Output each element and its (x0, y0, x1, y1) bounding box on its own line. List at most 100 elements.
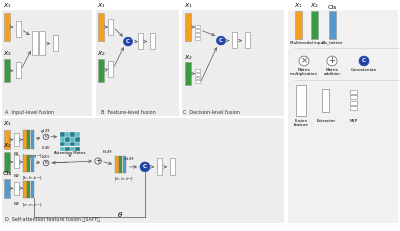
Bar (350, 101, 357, 105)
Text: $X_1$: $X_1$ (96, 1, 106, 9)
Bar (23, 182, 26, 198)
Text: $X_2$: $X_2$ (2, 49, 12, 58)
Text: $\theta$: $\theta$ (117, 210, 123, 219)
Circle shape (124, 37, 132, 46)
Bar (122, 156, 126, 173)
Text: Fusion: Fusion (294, 119, 308, 123)
Bar (98, 59, 104, 82)
Text: $[v^1\!,v^2\!,v^{cls}]$: $[v^1\!,v^2\!,v^{cls}]$ (22, 201, 42, 209)
Circle shape (140, 162, 150, 172)
Text: $X_1$: $X_1$ (2, 119, 12, 128)
Text: Matrix: Matrix (298, 68, 310, 72)
Text: D  Self-attention feature fusion （SAFF）: D Self-attention feature fusion （SAFF） (5, 217, 100, 222)
Bar (150, 33, 155, 49)
Bar (288, 9, 398, 223)
Bar (329, 12, 336, 39)
Bar (14, 155, 19, 168)
Text: ×: × (44, 161, 48, 165)
Bar (14, 182, 19, 195)
Bar (195, 80, 200, 83)
Text: C: C (219, 38, 223, 43)
Bar (182, 9, 284, 116)
Bar (60, 132, 65, 137)
Text: Cls: Cls (2, 171, 12, 176)
Text: Attention Matrix: Attention Matrix (54, 151, 86, 155)
Bar (108, 19, 113, 35)
Bar (39, 31, 45, 55)
Text: $X_2$: $X_2$ (2, 141, 12, 150)
Text: Extractor: Extractor (316, 119, 336, 123)
Text: $[q^1\!,q^2\!,q^{cls}]$: $[q^1\!,q^2\!,q^{cls}]$ (22, 152, 42, 161)
Circle shape (299, 56, 309, 66)
Text: $X_1$: $X_1$ (2, 1, 12, 9)
Bar (75, 147, 80, 151)
Text: $l(X_i)$: $l(X_i)$ (41, 153, 51, 161)
Bar (245, 32, 250, 48)
Bar (75, 137, 80, 142)
Circle shape (216, 36, 226, 45)
Bar (108, 61, 113, 76)
Bar (96, 9, 179, 116)
Bar (170, 158, 175, 175)
Text: Multimodal input: Multimodal input (290, 40, 324, 45)
Bar (2, 118, 284, 223)
Text: Matrix: Matrix (326, 68, 338, 72)
Bar (60, 147, 65, 151)
Bar (65, 132, 70, 137)
Text: $X_2$: $X_2$ (184, 53, 192, 62)
Bar (322, 89, 329, 112)
Bar (4, 13, 10, 41)
Text: $n(X_i)$: $n(X_i)$ (124, 155, 136, 163)
Bar (138, 33, 143, 49)
Text: ×: × (44, 134, 48, 139)
Text: $g(X_i)$: $g(X_i)$ (40, 127, 52, 135)
Text: $X_2$: $X_2$ (96, 49, 106, 58)
Circle shape (43, 134, 49, 140)
Bar (115, 156, 118, 173)
Bar (195, 33, 200, 36)
Text: +: + (328, 57, 336, 66)
Text: Cls_tokten: Cls_tokten (322, 40, 344, 45)
Text: A  Input-level fusion: A Input-level fusion (5, 110, 54, 116)
Bar (4, 130, 10, 149)
Text: C: C (126, 39, 130, 44)
Bar (70, 142, 75, 146)
Bar (232, 32, 237, 48)
Bar (53, 35, 58, 51)
Bar (75, 142, 80, 146)
Text: $W_1$: $W_1$ (13, 150, 20, 158)
Bar (75, 132, 80, 137)
Text: $W_3$: $W_3$ (13, 200, 20, 207)
Circle shape (95, 158, 101, 164)
Text: addition: addition (324, 72, 340, 76)
Text: $[\hat{v}^1\!,\hat{v}^2\!,\hat{v}^{cls}]$: $[\hat{v}^1\!,\hat{v}^2\!,\hat{v}^{cls}]… (114, 176, 134, 183)
Bar (32, 31, 38, 55)
Text: feature: feature (294, 123, 308, 127)
Text: $X_2$: $X_2$ (310, 1, 318, 9)
Bar (70, 132, 75, 137)
Bar (16, 62, 21, 78)
Bar (70, 147, 75, 151)
Bar (119, 156, 122, 173)
Text: multiplication: multiplication (290, 72, 318, 76)
Bar (30, 130, 34, 149)
Bar (16, 21, 21, 37)
Text: +: + (95, 158, 101, 164)
Bar (195, 69, 200, 72)
Bar (60, 137, 65, 142)
Bar (30, 155, 34, 172)
Text: C: C (143, 164, 147, 169)
Bar (195, 25, 200, 28)
Text: B  Feature-level fusion: B Feature-level fusion (101, 110, 156, 116)
Bar (65, 137, 70, 142)
Bar (350, 106, 357, 110)
Bar (23, 155, 26, 172)
Bar (60, 142, 65, 146)
Bar (195, 76, 200, 79)
Bar (14, 133, 19, 146)
Bar (195, 37, 200, 40)
Bar (350, 90, 357, 94)
Bar (296, 85, 306, 116)
Bar (195, 73, 200, 76)
Text: $h(X_i)$: $h(X_i)$ (102, 148, 114, 156)
